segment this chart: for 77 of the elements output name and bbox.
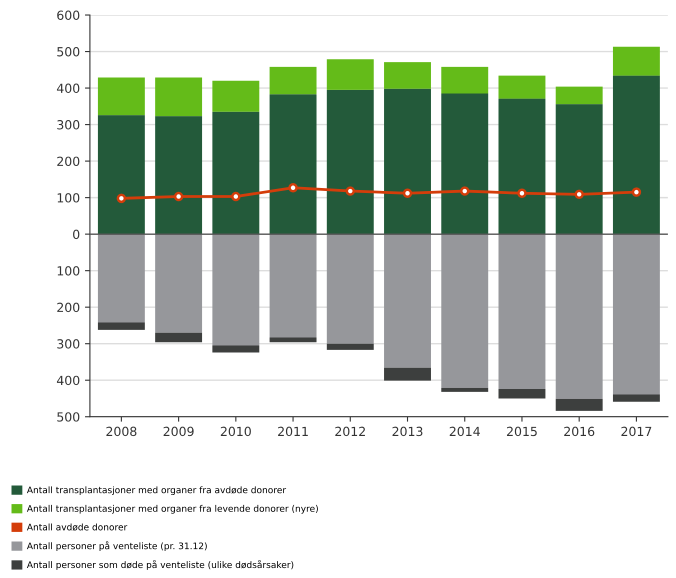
bar	[212, 112, 260, 234]
bar	[270, 94, 317, 234]
y-tick-label: 400	[56, 376, 80, 386]
bar	[326, 234, 374, 344]
bar	[98, 77, 145, 116]
bar	[498, 98, 546, 234]
bar	[212, 234, 260, 346]
x-tick-label: 2011	[278, 426, 308, 436]
x-tick-label: 2014	[450, 426, 480, 436]
legend-label: Antall avdøde donorer	[26, 523, 128, 531]
point	[517, 188, 527, 198]
y-tick-label: 300	[57, 120, 80, 130]
bar	[384, 88, 431, 234]
x-tick-label: 2016	[564, 426, 594, 436]
bar	[98, 322, 145, 330]
bar	[384, 234, 431, 368]
y-tick-label: 200	[57, 156, 80, 166]
x-tick-label: 2010	[220, 426, 251, 436]
x-tick-label: 2009	[164, 426, 194, 436]
y-tick-label: 500	[57, 412, 80, 422]
y-tick-label: 300	[57, 339, 80, 349]
bar	[441, 66, 488, 94]
legend-label: Antall personer på venteliste (pr. 31.12)	[26, 541, 207, 552]
point	[632, 187, 642, 197]
point	[231, 192, 241, 202]
bar	[98, 234, 145, 323]
point	[574, 190, 584, 200]
bar	[498, 234, 546, 389]
bar	[612, 234, 660, 394]
legend-label: Antall transplantasjoner med organer fra avdøde donorer	[26, 486, 286, 496]
point	[174, 192, 184, 202]
bar	[612, 394, 660, 402]
point	[346, 186, 356, 196]
bar	[556, 86, 603, 104]
bar	[155, 77, 202, 116]
y-tick-label: 500	[57, 47, 80, 56]
bar	[98, 115, 145, 234]
bar	[612, 76, 660, 234]
y-tick-label: 200	[57, 302, 80, 312]
bar	[326, 59, 374, 90]
bar	[498, 76, 546, 99]
bar	[384, 62, 431, 89]
bar	[270, 337, 317, 342]
x-tick-label: 2015	[506, 426, 537, 436]
x-tick-label: 2013	[392, 426, 422, 436]
y-tick-label: 400	[56, 84, 80, 93]
y-tick-label: 100	[58, 266, 80, 276]
y-tick-label: 0	[73, 230, 80, 240]
bar	[212, 346, 260, 352]
bar	[556, 104, 603, 234]
bar	[270, 234, 317, 338]
bar	[155, 332, 202, 342]
y-tick-label: 100	[58, 193, 80, 203]
point	[288, 183, 298, 192]
legend-label: Antall transplantasjoner med organer fra levende donorer (nyre)	[26, 504, 318, 514]
x-tick-label: 2017	[621, 426, 652, 436]
x-tick-label: 2012	[335, 426, 365, 436]
bar	[155, 116, 202, 234]
bar	[556, 398, 603, 411]
x-tick-label: 2008	[106, 426, 136, 436]
bar	[155, 234, 202, 333]
bar	[384, 368, 431, 381]
bar	[612, 46, 660, 76]
legend-label: Antall personer som døde på venteliste (ulike dødsårsaker)	[26, 560, 294, 570]
point	[402, 188, 412, 198]
bar	[212, 80, 260, 112]
bar	[556, 234, 603, 399]
bar	[326, 90, 374, 234]
bar	[441, 94, 488, 234]
bar	[441, 388, 488, 392]
bar	[326, 344, 374, 350]
bar	[270, 66, 317, 94]
bar	[498, 388, 546, 398]
point	[116, 194, 126, 204]
bar	[441, 234, 488, 388]
point	[460, 186, 470, 196]
y-tick-label: 600	[57, 10, 80, 20]
